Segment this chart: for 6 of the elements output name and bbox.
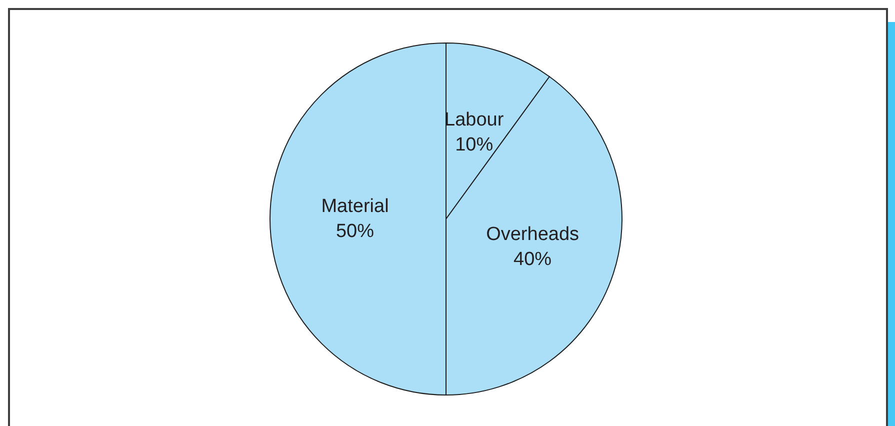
data-label: 10% — [455, 134, 494, 156]
data-label: 50% — [336, 221, 374, 242]
data-label: 40% — [514, 249, 552, 270]
slice-label: Material — [321, 196, 389, 217]
slice-label: Labour — [444, 109, 504, 130]
slice-label: Overheads — [486, 224, 580, 246]
